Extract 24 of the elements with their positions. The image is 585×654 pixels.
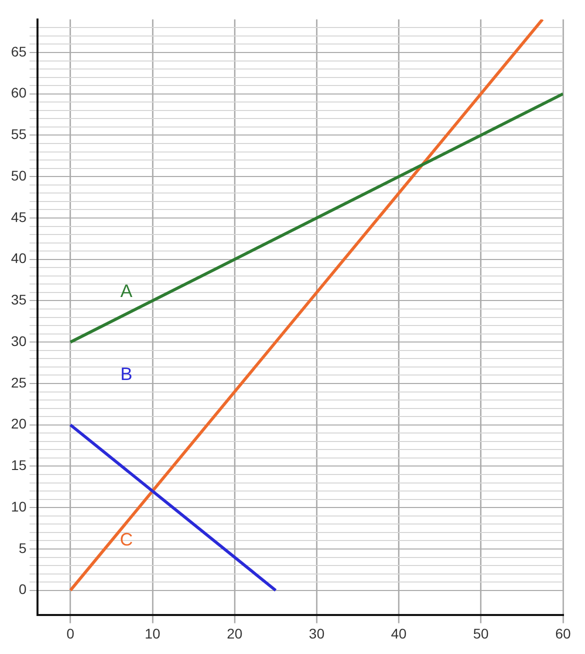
y-tick-label: 25	[10, 374, 27, 390]
x-tick-label: 10	[144, 625, 161, 642]
y-tick-label: 50	[10, 167, 27, 184]
x-tick-label: 50	[473, 625, 489, 642]
x-tick-label: 0	[66, 625, 75, 642]
x-tick-label: 30	[308, 625, 325, 642]
y-tick-label: 0	[18, 581, 27, 598]
y-tick-label: 45	[10, 208, 27, 225]
y-tick-label: 30	[10, 332, 27, 349]
y-tick-label: 40	[10, 250, 27, 266]
x-tick-label: 60	[555, 625, 571, 642]
y-tick-label: 10	[10, 498, 27, 514]
text: B	[120, 364, 132, 384]
y-tick-label: 15	[10, 457, 27, 474]
y-tick-label: 65	[10, 43, 27, 60]
y-tick-label: 5	[18, 540, 27, 556]
x-tick-label: 20	[226, 625, 243, 642]
x-tick-label: 40	[391, 625, 407, 642]
y-tick-label: 20	[10, 416, 27, 432]
y-tick-label: 55	[10, 126, 27, 142]
series-label: A	[120, 281, 132, 302]
y-tick-label: 35	[10, 292, 27, 308]
y-tick-label: 60	[10, 84, 27, 101]
series-label: C	[120, 529, 133, 550]
